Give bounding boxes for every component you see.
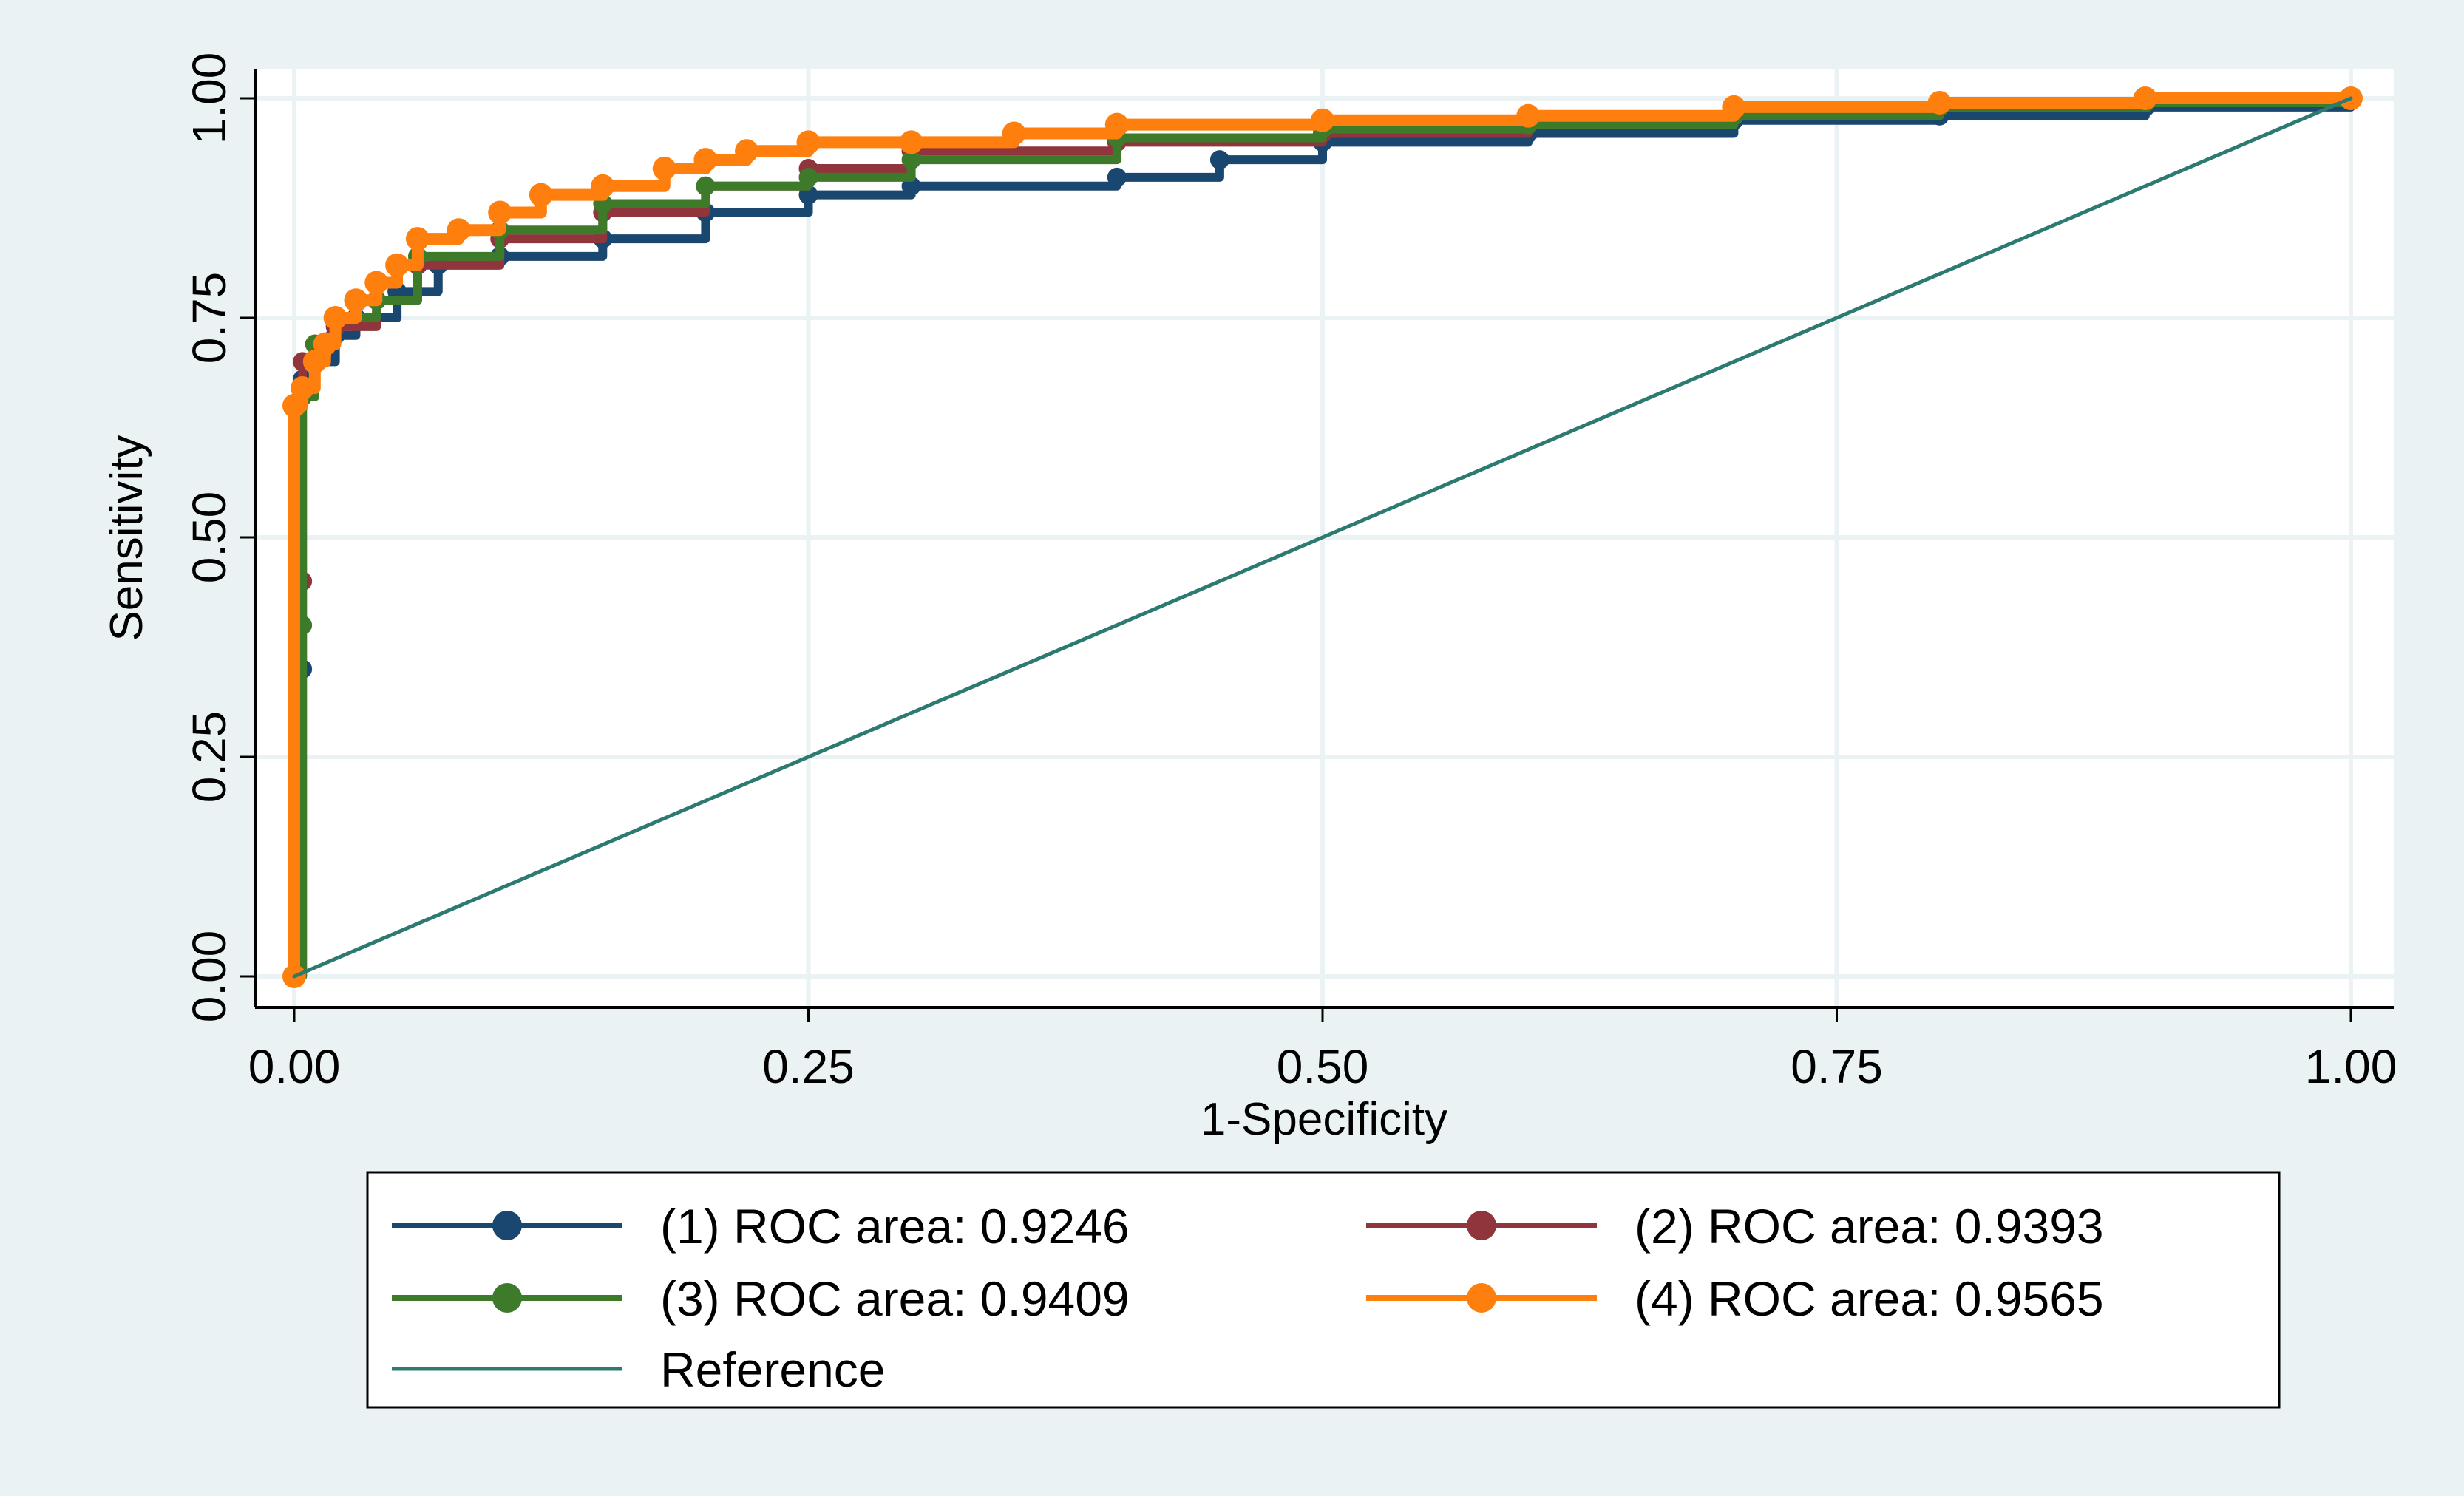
legend-item: (4) ROC area: 0.9565 bbox=[1366, 1271, 2104, 1326]
legend-label: (4) ROC area: 0.9565 bbox=[1635, 1271, 2104, 1326]
x-axis-title: 1-Specificity bbox=[1201, 1094, 1447, 1145]
roc-point bbox=[385, 253, 410, 277]
roc-point bbox=[735, 139, 759, 163]
legend-swatch-marker bbox=[492, 1283, 522, 1313]
roc-point bbox=[488, 200, 512, 225]
legend-swatch-marker bbox=[1467, 1211, 1496, 1240]
roc-point bbox=[693, 148, 718, 172]
roc-point bbox=[899, 130, 923, 154]
reference-line bbox=[292, 96, 2353, 979]
roc-point bbox=[901, 150, 921, 170]
roc-point bbox=[796, 130, 821, 154]
legend-item: (3) ROC area: 0.9409 bbox=[392, 1271, 1130, 1326]
legend-box bbox=[366, 1171, 2281, 1409]
y-tick-label: 1.00 bbox=[183, 52, 236, 145]
roc-point bbox=[364, 271, 389, 295]
legend-item: (1) ROC area: 0.9246 bbox=[392, 1199, 1130, 1254]
legend-label: (2) ROC area: 0.9393 bbox=[1635, 1199, 2104, 1254]
y-tick-label: 0.50 bbox=[183, 492, 236, 584]
roc-point bbox=[291, 376, 315, 401]
legend-swatch-marker bbox=[1467, 1283, 1496, 1313]
roc-point bbox=[344, 288, 368, 313]
roc-point bbox=[1722, 95, 1746, 119]
legend-item: Reference bbox=[392, 1342, 886, 1397]
roc-point bbox=[323, 306, 347, 330]
roc-point bbox=[529, 183, 553, 207]
roc-point bbox=[405, 227, 430, 251]
y-tick-label: 0.00 bbox=[183, 931, 236, 1023]
roc-point bbox=[282, 393, 306, 418]
roc-point bbox=[591, 174, 615, 198]
series-lines bbox=[282, 86, 2363, 988]
roc-point bbox=[447, 218, 471, 242]
roc-point bbox=[1209, 150, 1229, 170]
roc-point bbox=[798, 167, 818, 187]
roc-point bbox=[302, 350, 327, 374]
series-5 bbox=[292, 96, 2353, 979]
roc-point bbox=[1107, 167, 1127, 187]
roc-point bbox=[1104, 112, 1129, 137]
roc-point bbox=[1311, 108, 1334, 132]
x-tick-label: 0.00 bbox=[248, 1040, 341, 1093]
legend-label: (3) ROC area: 0.9409 bbox=[660, 1271, 1130, 1326]
roc-point bbox=[696, 176, 716, 196]
tick-labels: 0.00 0.25 0.50 0.75 1.00 0.00 0.25 0.50 0.75 1.00 bbox=[183, 52, 2397, 1093]
roc-point bbox=[652, 157, 676, 181]
legend-swatch-marker bbox=[492, 1211, 522, 1240]
roc-point bbox=[313, 332, 337, 356]
roc-point bbox=[1002, 121, 1026, 146]
series-4 bbox=[282, 86, 2363, 988]
x-tick-label: 0.75 bbox=[1791, 1040, 1883, 1093]
y-tick-label: 0.25 bbox=[183, 711, 236, 803]
x-tick-label: 1.00 bbox=[2305, 1040, 2397, 1093]
legend-item: (2) ROC area: 0.9393 bbox=[1366, 1199, 2104, 1254]
roc-point bbox=[2133, 86, 2157, 110]
y-axis-title: Sensitivity bbox=[101, 435, 152, 641]
roc-point bbox=[1516, 103, 1541, 128]
legend-label: (1) ROC area: 0.9246 bbox=[660, 1199, 1130, 1254]
y-tick-label: 0.75 bbox=[183, 272, 236, 364]
x-tick-label: 0.50 bbox=[1277, 1040, 1369, 1093]
axes bbox=[240, 69, 2394, 1022]
legend-label: Reference bbox=[660, 1342, 886, 1397]
legend: (1) ROC area: 0.9246 (2) ROC area: 0.9393… bbox=[392, 1199, 2104, 1397]
x-tick-label: 0.25 bbox=[762, 1040, 855, 1093]
roc-point bbox=[1927, 90, 1952, 115]
